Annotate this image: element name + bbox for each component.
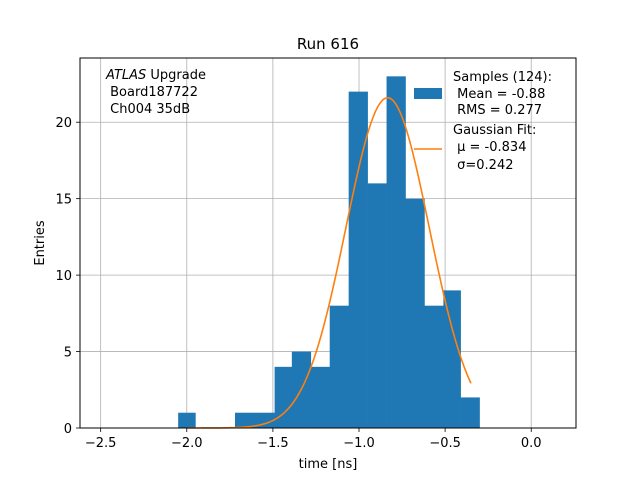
chart-title: Run 616 [297, 35, 359, 53]
annotation-line-1: ATLAS Upgrade [105, 68, 206, 83]
legend-hist-line-1: Samples (124): [453, 70, 552, 85]
histogram-bar-12 [424, 305, 444, 428]
x-axis-ticks: −2.5 −2.0 −1.5 −1.0 −0.5 0.0 [85, 428, 542, 451]
y-tick-label: 5 [64, 346, 72, 361]
legend-hist-swatch [414, 88, 442, 99]
y-tick-label: 10 [55, 269, 72, 284]
histogram-bar-8 [348, 91, 368, 429]
histogram-bars [178, 76, 480, 429]
atlas-annotation: ATLAS Upgrade Board187722 Ch004 35dB [105, 68, 206, 117]
x-tick-label: −2.5 [85, 436, 117, 451]
histogram-bar-11 [405, 198, 425, 428]
y-axis-ticks: 0 5 10 15 20 [55, 116, 80, 437]
y-tick-label: 20 [55, 116, 72, 131]
histogram-bar-14 [460, 397, 480, 428]
legend-hist-line-2: Mean = -0.88 [453, 87, 545, 102]
x-tick-label: −1.5 [257, 436, 289, 451]
legend-hist-line-3: RMS = 0.277 [453, 103, 542, 118]
y-axis-label: Entries [33, 220, 48, 266]
legend-fit-line-1: Gaussian Fit: [453, 123, 536, 138]
annotation-atlas: ATLAS [105, 68, 146, 83]
x-tick-label: −0.5 [429, 436, 461, 451]
x-tick-label: 0.0 [521, 436, 542, 451]
annotation-line-3: Ch004 35dB [106, 102, 190, 117]
legend-fit-line-3: σ=0.242 [453, 158, 513, 173]
histogram-bar-10 [386, 76, 406, 428]
legend: Samples (124): Mean = -0.88 RMS = 0.277 … [414, 70, 552, 173]
histogram-bar-0 [178, 412, 196, 428]
histogram-bar-6 [310, 366, 331, 428]
annotation-line-2: Board187722 [106, 85, 198, 100]
histogram-bar-9 [367, 183, 387, 428]
annotation-upgrade: Upgrade [146, 68, 206, 83]
x-axis-label: time [ns] [299, 457, 358, 472]
x-tick-label: −2.0 [171, 436, 203, 451]
x-tick-label: −1.0 [343, 436, 375, 451]
histogram-bar-7 [329, 305, 349, 428]
y-tick-label: 15 [55, 193, 72, 208]
histogram-bar-13 [443, 290, 461, 428]
grid [80, 58, 576, 429]
plot-frame [79, 57, 577, 429]
histogram-bar-4 [274, 366, 293, 428]
y-tick-label: 0 [64, 422, 72, 437]
legend-fit-line-2: μ = -0.834 [453, 140, 526, 155]
